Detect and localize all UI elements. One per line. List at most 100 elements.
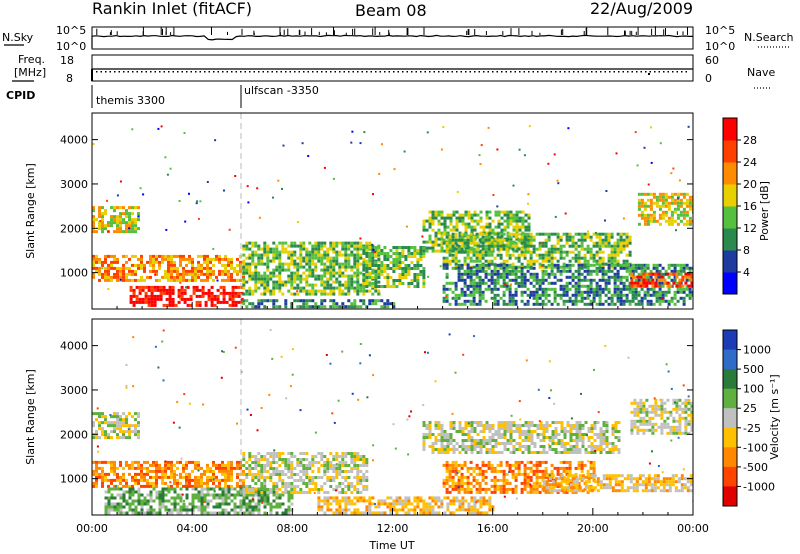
echo-cell: [461, 240, 465, 244]
echo-cell: [383, 302, 387, 306]
echo-cell: [95, 257, 98, 261]
echo-cell: [622, 293, 626, 297]
echo-cell: [463, 244, 467, 248]
echo-cell: [128, 269, 131, 273]
echo-cell: [643, 222, 647, 226]
echo-cell: [431, 228, 435, 232]
echo-cell: [529, 293, 533, 297]
echo-cell: [137, 206, 140, 210]
echo-cell: [431, 222, 435, 226]
echo-cell: [502, 238, 506, 242]
echo-cell: [648, 272, 652, 276]
echo-cell: [383, 270, 387, 273]
echo-cell: [180, 285, 184, 289]
echo-cell: [125, 224, 128, 228]
echo-cell: [404, 505, 408, 509]
echo-cell: [586, 235, 590, 239]
echo-cell: [451, 296, 455, 300]
echo-cell: [137, 266, 140, 270]
echo-cell: [158, 278, 161, 282]
echo-cell: [466, 238, 470, 242]
strip1-left-tick-top: 10^5: [56, 24, 86, 37]
echo-cell: [658, 216, 662, 220]
echo-cell: [344, 511, 348, 515]
echo-cell: [613, 241, 617, 245]
echo-cell: [125, 272, 128, 276]
echo-cell: [290, 482, 294, 485]
echo-cell: [509, 219, 513, 223]
echo-cell: [233, 487, 237, 491]
echo-cell: [463, 281, 467, 285]
echo-cell: [500, 222, 504, 226]
echo-cell: [541, 275, 545, 279]
nave-dot: [604, 71, 606, 73]
echo-cell: [290, 452, 294, 455]
echo-cell: [595, 284, 599, 288]
echo-cell: [119, 415, 122, 419]
echo-cell: [170, 278, 173, 282]
echo-cell: [251, 467, 255, 470]
echo-cell: [269, 259, 273, 263]
echo-cell: [320, 302, 324, 306]
echo-cell: [374, 276, 378, 279]
echo-cell: [446, 237, 450, 241]
scatter-echo: [206, 181, 209, 183]
echo-cell: [553, 299, 557, 303]
echo-cell: [679, 266, 683, 270]
echo-cell: [176, 269, 179, 273]
echo-cell: [676, 287, 680, 291]
echo-cell: [472, 241, 476, 245]
echo-cell: [616, 263, 620, 267]
echo-cell: [125, 424, 128, 428]
echo-cell: [224, 478, 227, 482]
echo-cell: [637, 302, 641, 306]
echo-cell: [598, 302, 602, 306]
echo-cell: [637, 192, 641, 196]
echo-cell: [496, 299, 500, 303]
echo-cell: [479, 502, 483, 506]
echo-cell: [152, 475, 155, 479]
echo-cell: [368, 302, 372, 306]
echo-cell: [457, 269, 461, 273]
echo-cell: [562, 284, 566, 288]
echo-cell: [281, 493, 285, 497]
echo-cell: [679, 290, 683, 294]
echo-cell: [176, 466, 179, 470]
echo-cell: [218, 478, 221, 482]
echo-cell: [293, 241, 297, 245]
echo-cell: [538, 302, 542, 306]
beam-title: Beam 08: [355, 1, 427, 20]
echo-cell: [104, 266, 107, 270]
echo-cell: [302, 241, 306, 245]
echo-cell: [185, 460, 188, 464]
echo-cell: [451, 281, 455, 285]
echo-cell: [362, 249, 366, 252]
echo-cell: [688, 207, 692, 211]
echo-cell: [356, 511, 360, 515]
echo-cell: [125, 460, 128, 464]
echo-cell: [293, 485, 297, 488]
echo-cell: [383, 285, 387, 288]
echo-cell: [329, 286, 333, 290]
echo-cell: [302, 491, 306, 494]
echo-cell: [272, 482, 276, 485]
echo-cell: [362, 292, 366, 296]
echo-cell: [422, 276, 426, 279]
echo-cell: [326, 280, 330, 284]
echo-cell: [595, 281, 599, 285]
echo-cell: [152, 487, 156, 491]
echo-cell: [455, 228, 459, 232]
echo-cell: [236, 490, 240, 494]
echo-cell: [314, 274, 318, 278]
echo-cell: [113, 221, 116, 225]
echo-cell: [338, 268, 342, 272]
echo-cell: [499, 263, 503, 267]
echo-cell: [613, 247, 617, 251]
echo-cell: [137, 466, 140, 470]
echo-cell: [371, 511, 375, 515]
echo-cell: [478, 232, 482, 236]
echo-cell: [502, 262, 506, 266]
echo-cell: [437, 511, 441, 515]
echo-cell: [98, 415, 101, 419]
